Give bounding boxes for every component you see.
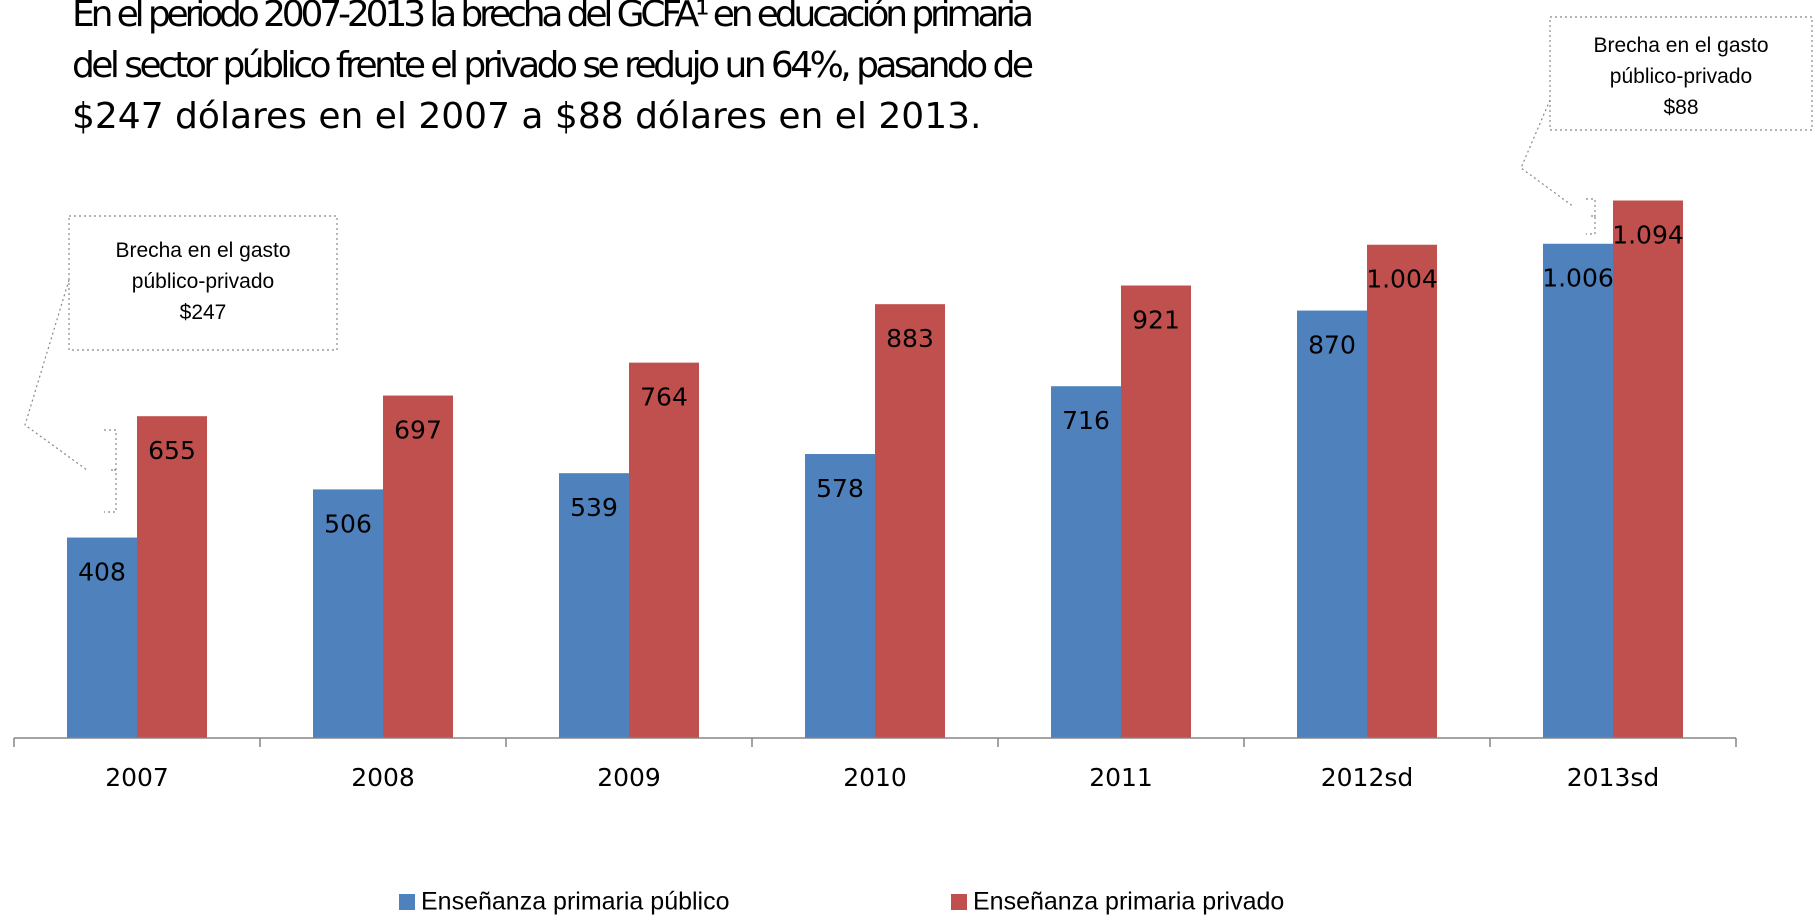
legend-label: Enseñanza primaria público <box>421 888 730 916</box>
chart-title: del sector público frente el privado se … <box>72 45 1034 86</box>
chart-title: $247 dólares en el 2007 a $88 dólares en… <box>72 96 981 137</box>
annotation-box <box>1549 16 1813 131</box>
bar <box>137 416 207 738</box>
x-tick-label: 2008 <box>351 763 415 792</box>
annotation-text: Brecha en el gasto <box>1593 34 1768 57</box>
chart-title: En el periodo 2007-2013 la brecha del GC… <box>72 0 1034 35</box>
x-tick-label: 2010 <box>843 763 907 792</box>
bar <box>875 304 945 738</box>
annotation-box <box>68 215 338 351</box>
data-label: 1.004 <box>1366 265 1438 294</box>
data-label: 697 <box>394 416 442 445</box>
bar <box>1121 285 1191 738</box>
bar <box>67 537 137 738</box>
data-label: 655 <box>148 436 196 465</box>
bar <box>805 454 875 738</box>
data-label: 883 <box>886 324 934 353</box>
x-tick-label: 2011 <box>1089 763 1153 792</box>
data-label: 506 <box>324 509 372 538</box>
annotation-text: $88 <box>1663 96 1698 119</box>
annotation-text: público-privado <box>132 270 274 293</box>
annotation-connector <box>24 279 88 471</box>
bar <box>383 395 453 738</box>
data-label: 921 <box>1132 306 1180 335</box>
bar <box>1543 243 1613 738</box>
data-label: 539 <box>570 493 618 522</box>
data-label: 764 <box>640 383 688 412</box>
legend-swatch <box>399 894 415 910</box>
x-tick-label: 2013sd <box>1567 763 1660 792</box>
bar <box>1367 244 1437 738</box>
x-tick-label: 2007 <box>105 763 169 792</box>
x-tick-label: 2012sd <box>1321 763 1414 792</box>
bar <box>559 473 629 738</box>
data-label: 1.006 <box>1542 264 1614 293</box>
annotation-bracket <box>1586 198 1596 235</box>
annotation-connector <box>1520 99 1575 208</box>
data-label: 870 <box>1308 331 1356 360</box>
annotation-text: público-privado <box>1610 65 1752 88</box>
annotation-bracket <box>104 429 117 513</box>
x-tick-label: 2009 <box>597 763 661 792</box>
data-label: 1.094 <box>1612 221 1684 250</box>
bar <box>1613 200 1683 738</box>
data-label: 578 <box>816 474 864 503</box>
data-label: 716 <box>1062 406 1110 435</box>
bar <box>313 489 383 738</box>
annotation-text: $247 <box>180 301 227 324</box>
legend-swatch <box>951 894 967 910</box>
bar <box>629 362 699 738</box>
bar <box>1297 310 1367 738</box>
legend-label: Enseñanza primaria privado <box>973 888 1284 916</box>
bar <box>1051 386 1121 738</box>
data-label: 408 <box>78 558 126 587</box>
annotation-text: Brecha en el gasto <box>115 239 290 262</box>
